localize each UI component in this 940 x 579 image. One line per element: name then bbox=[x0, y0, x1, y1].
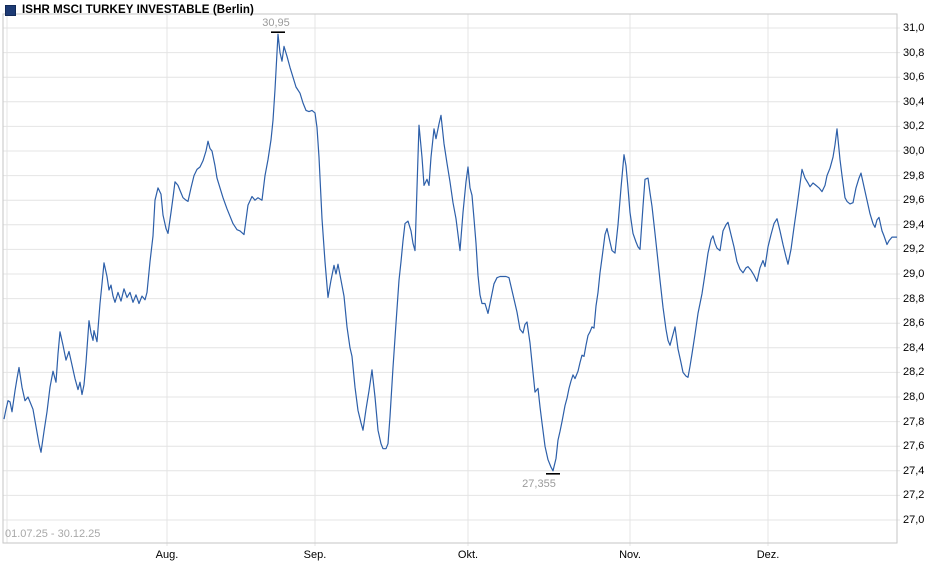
legend-square-icon bbox=[5, 4, 16, 16]
y-axis-label: 30,4 bbox=[903, 96, 925, 108]
y-axis-label: 28,0 bbox=[903, 391, 925, 403]
y-axis-label: 29,6 bbox=[903, 194, 925, 206]
x-axis-label: Okt. bbox=[457, 549, 479, 561]
low-annotation-label: 27,355 bbox=[522, 477, 556, 490]
y-axis-label: 29,2 bbox=[903, 243, 925, 255]
y-axis-label: 27,2 bbox=[903, 489, 925, 501]
x-axis-label: Sep. bbox=[303, 549, 327, 561]
y-axis-label: 27,0 bbox=[903, 514, 925, 526]
y-axis-label: 28,6 bbox=[903, 317, 925, 329]
y-axis-label: 28,4 bbox=[903, 342, 925, 354]
y-axis-label: 30,0 bbox=[903, 145, 925, 157]
y-axis-label: 30,6 bbox=[903, 71, 925, 83]
y-axis-label: 27,4 bbox=[903, 465, 925, 477]
y-axis-label: 27,6 bbox=[903, 440, 925, 452]
x-axis-label: Nov. bbox=[619, 549, 641, 561]
y-axis-label: 30,2 bbox=[903, 120, 925, 132]
price-line bbox=[3, 33, 897, 472]
date-range-label: 01.07.25 - 30.12.25 bbox=[5, 528, 101, 540]
x-axis-label: Dez. bbox=[756, 549, 780, 561]
y-axis-label: 28,2 bbox=[903, 366, 925, 378]
x-axis-label: Aug. bbox=[155, 549, 179, 561]
chart-legend: ISHR MSCI TURKEY INVESTABLE (Berlin) bbox=[5, 4, 254, 16]
y-axis-label: 27,8 bbox=[903, 416, 925, 428]
y-axis-label: 29,4 bbox=[903, 219, 925, 231]
y-axis-label: 29,0 bbox=[903, 268, 925, 280]
y-axis-label: 31,0 bbox=[903, 22, 925, 34]
chart-title: ISHR MSCI TURKEY INVESTABLE (Berlin) bbox=[22, 4, 254, 16]
y-axis-label: 30,8 bbox=[903, 47, 925, 59]
y-axis-label: 28,8 bbox=[903, 293, 925, 305]
y-axis-label: 29,8 bbox=[903, 170, 925, 182]
high-annotation-label: 30,95 bbox=[262, 17, 290, 30]
